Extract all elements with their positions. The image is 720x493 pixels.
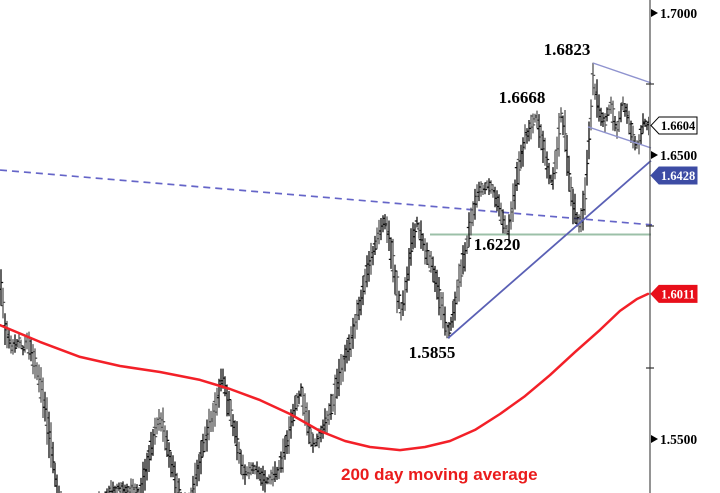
axis-tick-label: 1.5500	[660, 432, 697, 447]
swing-low-label: 1.5855	[409, 343, 456, 362]
swing-high-label-2: 1.6668	[499, 88, 546, 107]
price-tag-1-6011	[650, 284, 698, 303]
axis-tick-arrow-icon	[651, 151, 658, 159]
axis-tick-arrow-icon	[651, 435, 658, 443]
moving-average-label: 200 day moving average	[341, 465, 538, 484]
price-bars	[0, 62, 649, 493]
axis-tick-arrow-icon	[651, 9, 658, 17]
price-tag-label: 1.6011	[661, 287, 695, 301]
swing-high-label-1: 1.6823	[544, 40, 591, 59]
channel-bottom-line	[587, 126, 652, 149]
rising-support-trendline	[447, 160, 652, 339]
level-label: 1.6220	[474, 235, 521, 254]
price-tag-1-6604	[650, 116, 698, 135]
price-tag-label: 1.6428	[661, 169, 695, 183]
price-tag-1-6428	[650, 166, 698, 185]
axis-tick-label: 1.6500	[660, 148, 697, 163]
moving-average-line	[0, 292, 650, 452]
dashed-declining-trendline	[0, 169, 653, 226]
channel-top-line	[592, 62, 652, 84]
price-bars-dark	[0, 79, 649, 493]
axis-tick-label: 1.7000	[660, 6, 697, 21]
price-tag-label: 1.6604	[661, 119, 696, 133]
